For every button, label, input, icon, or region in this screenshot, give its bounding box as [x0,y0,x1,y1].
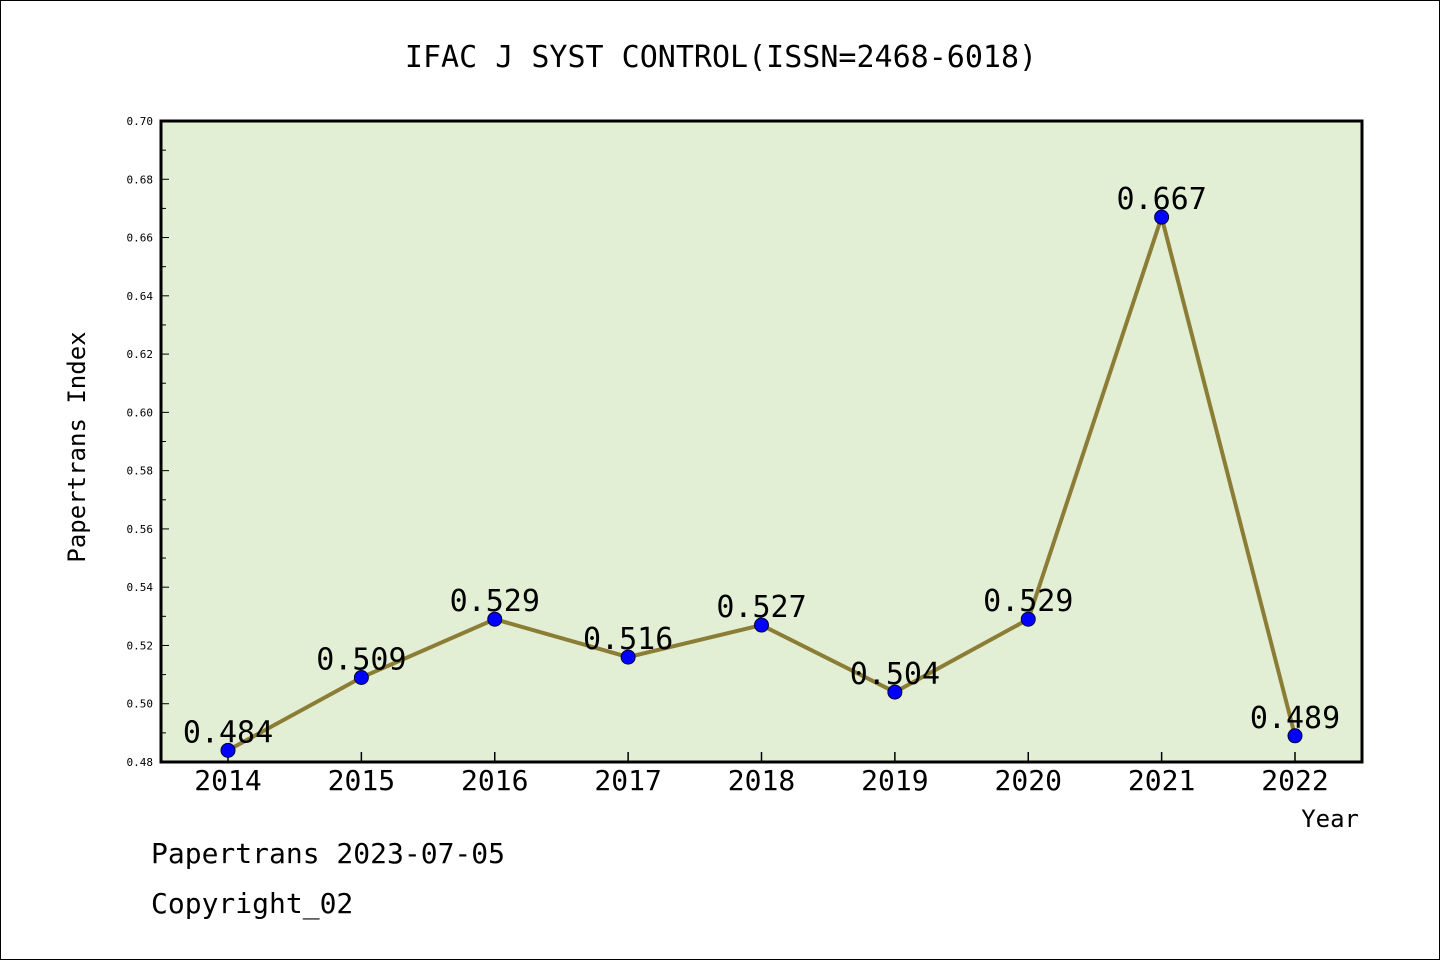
data-point [487,611,503,627]
data-point [754,617,769,633]
data-point [1287,728,1303,744]
y-tick-label: 0.56 [127,523,154,536]
data-point [1154,209,1170,225]
data-label: 0.509 [316,643,406,678]
y-tick-label: 0.50 [127,698,154,711]
y-tick-label: 0.62 [127,348,154,361]
y-axis-title: Papertrans Index [63,331,91,562]
y-tick-label: 0.60 [127,406,154,419]
x-tick-label: 2021 [1128,764,1195,797]
data-point [220,742,236,758]
data-label: 0.667 [1116,182,1206,217]
series-layer [220,209,1303,758]
plot-area [159,119,1364,764]
y-tick-label: 0.48 [127,756,154,769]
data-label: 0.516 [583,622,673,657]
x-tick-label: 2018 [728,764,795,797]
data-label: 0.489 [1250,701,1340,736]
data-label: 0.527 [716,590,806,625]
data-point [887,684,903,700]
x-tick-label: 2015 [328,764,395,797]
data-label: 0.529 [450,584,540,619]
y-tick-label: 0.66 [127,232,154,245]
x-axis-title: Year [1301,805,1359,833]
y-tick-label: 0.58 [127,465,154,478]
y-tick-label: 0.68 [127,173,154,186]
x-tick-label: 2019 [861,764,928,797]
data-label: 0.504 [850,657,940,692]
y-tick-label: 0.54 [127,581,154,594]
x-axis: 2014 2015 2016 2017 2018 2019 2020 2021 2022 [194,752,1329,797]
footer-copyright: Copyright_02 [151,887,354,920]
x-tick-label: 2016 [461,764,528,797]
data-label: 0.484 [183,715,273,750]
x-tick-label: 2022 [1261,764,1328,797]
y-tick-label: 0.70 [127,115,154,128]
footer-date: Papertrans 2023-07-05 [151,837,506,870]
x-tick-label: 2014 [194,764,261,797]
data-point [353,670,369,686]
chart-title: IFAC J SYST CONTROL(ISSN=2468-6018) [405,40,1037,75]
data-label-layer: 0.484 0.509 0.529 0.516 0.527 0.504 0.529 0.667… [183,182,1340,750]
y-tick-label: 0.52 [127,639,154,652]
x-tick-label: 2020 [995,764,1062,797]
y-tick-label: 0.64 [127,290,154,303]
data-label: 0.529 [983,584,1073,619]
data-point [620,649,636,665]
y-axis: 0.48 0.50 0.52 0.54 0.56 0.58 0.60 0.62 0.64 0.66… [127,115,169,769]
data-point [1020,611,1036,627]
x-tick-label: 2017 [594,764,661,797]
